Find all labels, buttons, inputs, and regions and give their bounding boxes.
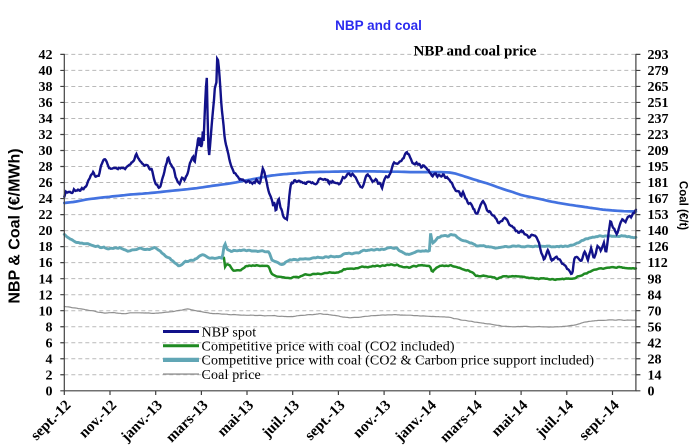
svg-text:32: 32	[39, 128, 53, 143]
svg-text:0: 0	[46, 384, 53, 399]
svg-text:28: 28	[39, 160, 53, 175]
svg-text:167: 167	[648, 192, 669, 207]
svg-text:251: 251	[648, 96, 669, 111]
svg-text:26: 26	[39, 176, 53, 191]
svg-text:42: 42	[648, 336, 662, 351]
svg-text:NBP & Coal (€/MWh): NBP & Coal (€/MWh)	[7, 148, 24, 303]
svg-text:112: 112	[648, 256, 668, 271]
svg-text:2: 2	[46, 368, 53, 383]
svg-text:Competitive price with coal (C: Competitive price with coal (CO2 & Carbo…	[202, 354, 595, 369]
svg-text:Coal price: Coal price	[202, 368, 261, 383]
svg-text:28: 28	[648, 352, 662, 367]
svg-text:30: 30	[39, 144, 53, 159]
svg-text:Competitive price with coal (C: Competitive price with coal (CO2 include…	[202, 340, 455, 355]
svg-text:209: 209	[648, 144, 669, 159]
svg-text:56: 56	[648, 320, 662, 335]
svg-text:223: 223	[648, 128, 669, 143]
svg-text:Coal (€/t): Coal (€/t)	[677, 181, 689, 230]
svg-text:140: 140	[648, 224, 669, 239]
svg-text:126: 126	[648, 240, 669, 255]
svg-text:279: 279	[648, 64, 669, 79]
svg-text:22: 22	[39, 208, 53, 223]
svg-text:4: 4	[46, 352, 53, 367]
svg-text:181: 181	[648, 176, 669, 191]
svg-text:6: 6	[46, 336, 53, 351]
svg-text:10: 10	[39, 304, 53, 319]
svg-text:34: 34	[39, 112, 53, 127]
svg-text:84: 84	[648, 288, 662, 303]
svg-text:20: 20	[39, 224, 53, 239]
svg-text:8: 8	[46, 320, 53, 335]
svg-text:12: 12	[39, 288, 53, 303]
svg-text:237: 237	[648, 112, 669, 127]
svg-text:NBP and coal: NBP and coal	[335, 18, 422, 33]
svg-text:18: 18	[39, 240, 53, 255]
svg-text:293: 293	[648, 48, 669, 63]
svg-text:40: 40	[39, 64, 53, 79]
svg-text:153: 153	[648, 208, 669, 223]
svg-text:195: 195	[648, 160, 669, 175]
svg-text:14: 14	[648, 368, 662, 383]
svg-text:14: 14	[39, 272, 53, 287]
svg-text:24: 24	[39, 192, 53, 207]
svg-text:265: 265	[648, 80, 669, 95]
svg-text:36: 36	[39, 96, 53, 111]
svg-text:0: 0	[648, 384, 655, 399]
svg-text:NBP and coal price: NBP and coal price	[414, 44, 537, 60]
svg-text:98: 98	[648, 272, 662, 287]
svg-text:70: 70	[648, 304, 662, 319]
svg-text:42: 42	[39, 48, 53, 63]
svg-text:16: 16	[39, 256, 53, 271]
svg-text:38: 38	[39, 80, 53, 95]
svg-text:NBP spot: NBP spot	[202, 325, 257, 340]
